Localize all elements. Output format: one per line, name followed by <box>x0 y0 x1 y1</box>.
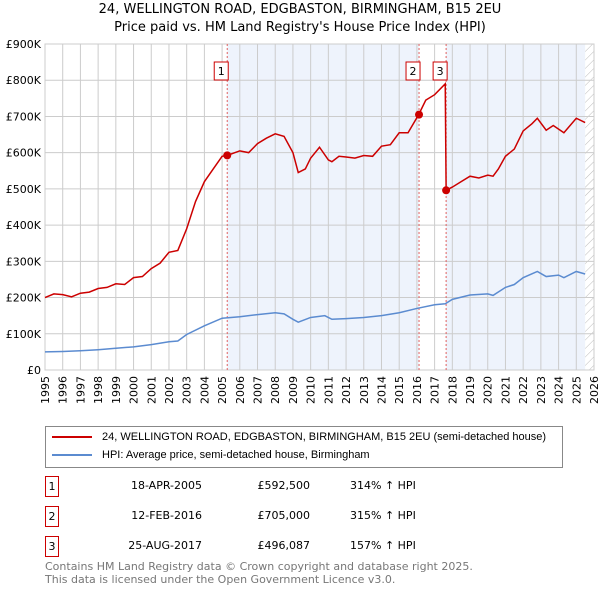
legend-swatch-property <box>52 436 92 438</box>
property-price-line <box>44 82 586 299</box>
sale-price: £592,500 <box>257 479 311 492</box>
y-tick-label: £300K <box>6 255 42 268</box>
x-tick-label: 2018 <box>446 376 459 404</box>
sale-price: £705,000 <box>257 509 311 522</box>
hpi-line <box>44 270 586 353</box>
sale-label: 1 <box>218 65 225 78</box>
y-tick-label: £200K <box>6 292 42 305</box>
footer-copyright: Contains HM Land Registry data © Crown c… <box>45 560 473 573</box>
sale-point <box>223 151 232 160</box>
sale-date: 12-FEB-2016 <box>131 509 202 522</box>
legend: 24, WELLINGTON ROAD, EDGBASTON, BIRMINGH… <box>45 426 563 468</box>
x-tick-label: 2008 <box>269 376 282 404</box>
x-tick-label: 2009 <box>287 376 300 404</box>
x-tick-label: 1995 <box>39 376 52 404</box>
sale-label: 2 <box>410 65 417 78</box>
y-tick-label: £500K <box>6 183 42 196</box>
shaded-region-1 <box>227 44 420 370</box>
x-tick-label: 2013 <box>358 376 371 404</box>
x-tick-label: 1998 <box>92 376 105 404</box>
x-tick-label: 2012 <box>340 376 353 404</box>
x-tick-label: 2021 <box>499 376 512 404</box>
x-tick-label: 2014 <box>375 376 388 404</box>
sale-point <box>415 110 424 119</box>
sale-date: 18-APR-2005 <box>130 479 202 492</box>
legend-label-property: 24, WELLINGTON ROAD, EDGBASTON, BIRMINGH… <box>102 431 547 443</box>
legend-swatch-hpi <box>52 454 92 456</box>
x-tick-label: 2005 <box>216 376 229 404</box>
x-tick-label: 2019 <box>464 376 477 404</box>
y-tick-label: £900K <box>6 38 42 51</box>
x-tick-label: 2022 <box>517 376 530 404</box>
sale-row-3: 3 25-AUG-2017 £496,087 157% ↑ HPI <box>45 536 445 557</box>
sale-marker: 1 <box>45 476 59 497</box>
sale-hpi: 157% ↑ HPI <box>350 539 416 552</box>
sale-row-2: 2 12-FEB-2016 £705,000 315% ↑ HPI <box>45 506 445 527</box>
x-tick-label: 2001 <box>145 376 158 404</box>
x-tick-label: 2007 <box>252 376 265 404</box>
chart-subtitle: Price paid vs. HM Land Registry's House … <box>114 20 486 35</box>
sale-marker: 2 <box>45 506 59 527</box>
y-tick-label: £0 <box>27 364 41 377</box>
plot-border <box>44 43 595 371</box>
sale-hpi: 314% ↑ HPI <box>350 479 416 492</box>
sale-label-box <box>405 61 421 81</box>
x-tick-label: 2023 <box>535 376 548 404</box>
sale-label-box <box>432 61 448 81</box>
x-tick-label: 1999 <box>110 376 123 404</box>
sale-label-box <box>213 61 229 81</box>
x-tick-label: 2003 <box>181 376 194 404</box>
x-tick-label: 2020 <box>482 376 495 404</box>
x-tick-label: 2004 <box>198 376 211 404</box>
sale-date: 25-AUG-2017 <box>128 539 202 552</box>
sale-marker: 3 <box>45 536 59 557</box>
x-tick-label: 2017 <box>429 376 442 404</box>
chart-title: 24, WELLINGTON ROAD, EDGBASTON, BIRMINGH… <box>98 2 502 17</box>
x-tick-label: 2026 <box>588 376 600 404</box>
y-tick-label: £800K <box>6 74 42 87</box>
sale-row-1: 1 18-APR-2005 £592,500 314% ↑ HPI <box>45 476 445 497</box>
chart-plot: 1995 1996 1997 1998 1999 2000 2001 2002 2003 2004… <box>6 38 600 404</box>
y-tick-label: £400K <box>6 219 42 232</box>
sale-price: £496,087 <box>257 539 311 552</box>
sale-label: 3 <box>437 65 444 78</box>
x-tick-label: 2024 <box>553 376 566 404</box>
x-tick-label: 2002 <box>163 376 176 404</box>
x-tick-label: 1996 <box>57 376 70 404</box>
x-tick-label: 2006 <box>234 376 247 404</box>
hatched-future-region <box>585 44 594 370</box>
x-tick-label: 2010 <box>305 376 318 404</box>
x-tick-label: 2025 <box>570 376 583 404</box>
sale-point <box>442 186 451 195</box>
y-tick-label: £100K <box>6 328 42 341</box>
sale-hpi: 315% ↑ HPI <box>350 509 416 522</box>
y-tick-label: £600K <box>6 147 42 160</box>
legend-label-hpi: HPI: Average price, semi-detached house,… <box>102 449 370 461</box>
footer-licence: This data is licensed under the Open Gov… <box>45 573 396 586</box>
x-tick-label: 2011 <box>322 376 335 404</box>
y-tick-label: £700K <box>6 110 42 123</box>
x-tick-label: 2015 <box>393 376 406 404</box>
x-tick-label: 1997 <box>74 376 87 404</box>
x-tick-label: 2016 <box>411 376 424 404</box>
footer: Contains HM Land Registry data © Crown c… <box>45 560 473 586</box>
x-tick-label: 2000 <box>128 376 141 404</box>
shaded-region-2 <box>446 44 586 370</box>
